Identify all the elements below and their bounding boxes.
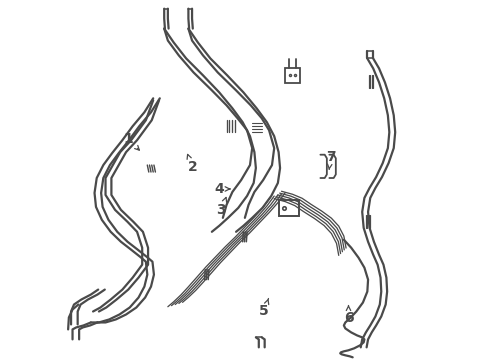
Text: 3: 3: [216, 197, 226, 217]
Text: 5: 5: [259, 298, 268, 318]
Bar: [279, 200, 299, 216]
Text: 1: 1: [123, 132, 139, 150]
Text: 4: 4: [214, 182, 229, 196]
Bar: [284, 68, 300, 83]
Text: 7: 7: [325, 150, 335, 169]
Text: 6: 6: [343, 305, 353, 325]
Text: 2: 2: [187, 154, 197, 175]
